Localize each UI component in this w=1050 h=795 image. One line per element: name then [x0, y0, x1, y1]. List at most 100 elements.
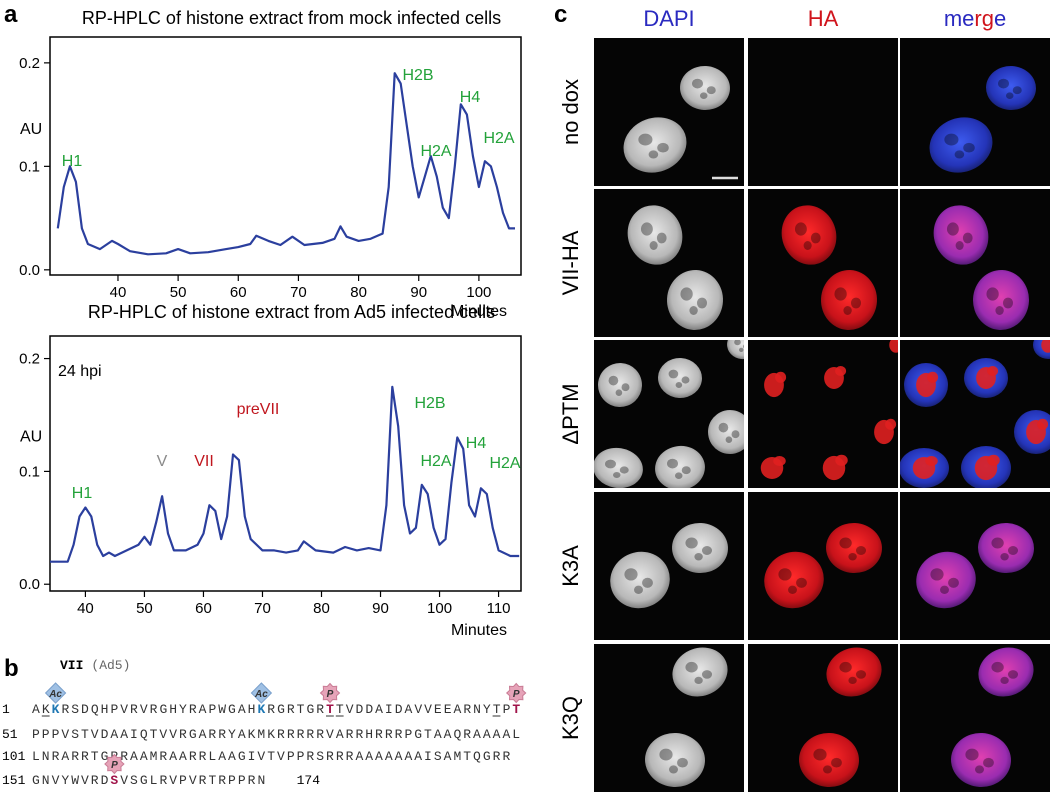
- nucleolus: [638, 133, 653, 146]
- peak-label: preVII: [237, 401, 280, 418]
- nucleolus: [810, 232, 821, 244]
- nuclei: [594, 340, 744, 488]
- p-badge: [104, 753, 125, 775]
- x-tick-label: 100: [466, 284, 491, 301]
- plot-frame: [49, 335, 522, 592]
- peak-label: H2A: [420, 143, 451, 160]
- nucleus: [623, 117, 687, 173]
- nucleus-spot: [927, 371, 939, 383]
- nuclei: [623, 65, 730, 173]
- nucleolus: [803, 241, 812, 250]
- nucleolus: [668, 369, 679, 379]
- micrograph: [594, 340, 744, 488]
- protein-name: VII: [60, 658, 83, 673]
- strain: (Ad5): [91, 658, 130, 673]
- x-axis-label: Minutes: [451, 622, 507, 639]
- nucleolus: [986, 287, 999, 301]
- x-axis-label: Minutes: [451, 303, 507, 320]
- row-label: no dox: [558, 79, 583, 145]
- nucleus-spot: [835, 454, 848, 466]
- nucleolus: [965, 748, 979, 761]
- micrograph: [900, 189, 1050, 337]
- row-label: VII-HA: [558, 230, 583, 295]
- x-tick-label: 40: [77, 600, 94, 617]
- nucleolus: [983, 757, 994, 768]
- micrograph: [594, 644, 744, 792]
- nucleolus: [963, 142, 975, 153]
- nuclei: [645, 647, 728, 788]
- x-tick-label: 110: [487, 600, 511, 617]
- nucleus: [672, 647, 728, 697]
- nucleolus: [948, 577, 959, 588]
- micrograph: [748, 492, 898, 640]
- ac-badge: [250, 682, 273, 704]
- panel-label: a: [4, 1, 18, 28]
- nucleolus: [669, 765, 678, 774]
- header-segment: HA: [808, 6, 839, 31]
- peak-label: H4: [460, 89, 481, 106]
- nucleus: [978, 647, 1034, 697]
- nucleolus: [839, 661, 852, 673]
- micrograph: [900, 38, 1050, 186]
- nucleolus: [955, 241, 964, 250]
- micrograph: [748, 38, 898, 186]
- peak-label: V: [157, 453, 168, 470]
- sequence-segment: K: [42, 702, 52, 717]
- residue-number: 101: [2, 749, 26, 764]
- nucleus: [708, 410, 744, 454]
- nucleus: [764, 551, 824, 609]
- nucleolus: [656, 232, 667, 244]
- nucleolus: [681, 376, 690, 384]
- nucleolus: [725, 436, 733, 444]
- nucleus-spot: [987, 366, 999, 376]
- residue-number: 51: [2, 727, 18, 742]
- nucleus: [680, 65, 730, 111]
- sequence-segment: T: [326, 702, 336, 717]
- nucleus: [727, 340, 744, 360]
- micrograph: [748, 644, 898, 792]
- micrograph: [594, 189, 744, 337]
- nuclei: [916, 522, 1034, 609]
- nucleus: [627, 205, 683, 265]
- nucleolus: [685, 537, 698, 549]
- column-header: DAPI: [643, 6, 694, 31]
- x-tick-label: 100: [427, 600, 452, 617]
- nucleolus: [677, 757, 688, 768]
- nucleolus: [619, 466, 629, 474]
- micrograph: [748, 189, 898, 337]
- peak-label: 24 hpi: [58, 363, 102, 380]
- y-tick-label: 0.1: [19, 158, 40, 175]
- sequence-segment: P: [503, 702, 513, 717]
- nucleus: [972, 270, 1030, 330]
- x-tick-label: 50: [136, 600, 153, 617]
- modification-label: Ac: [254, 689, 268, 700]
- micrograph: [900, 340, 1050, 488]
- peak-label: H2A: [420, 453, 451, 470]
- nucleolus: [778, 568, 792, 581]
- nucleolus: [962, 232, 973, 244]
- nucleolus: [701, 546, 713, 555]
- nucleolus: [813, 748, 827, 761]
- nucleolus: [839, 537, 852, 549]
- sequence-segment: LNRARRTGRRAAMRAARRLAAGIVTVPPRSRRRAAAAAAA…: [32, 749, 512, 764]
- nucleolus: [657, 142, 669, 153]
- nucleus: [933, 205, 989, 265]
- nucleolus: [991, 661, 1004, 673]
- x-tick-label: 40: [110, 284, 127, 301]
- sequence-segment: PPPVSTVDAAIQTVVRGARRYAKMKRRRRRVARRHRRRPG…: [32, 727, 522, 742]
- nucleus: [672, 522, 728, 574]
- nucleolus: [734, 340, 741, 346]
- nucleus-spot: [885, 418, 897, 430]
- nucleolus: [998, 78, 1009, 89]
- nucleus: [951, 732, 1011, 788]
- panel-label: b: [4, 655, 19, 682]
- ac-badge: [44, 682, 67, 704]
- nucleus: [655, 445, 705, 488]
- peak-label: H1: [62, 153, 83, 170]
- nucleus: [978, 522, 1034, 574]
- header-segment: e: [994, 6, 1006, 31]
- modification-label: P: [327, 689, 334, 700]
- y-axis-label: AU: [20, 121, 42, 138]
- nucleolus: [718, 422, 729, 433]
- nucleolus: [850, 297, 862, 309]
